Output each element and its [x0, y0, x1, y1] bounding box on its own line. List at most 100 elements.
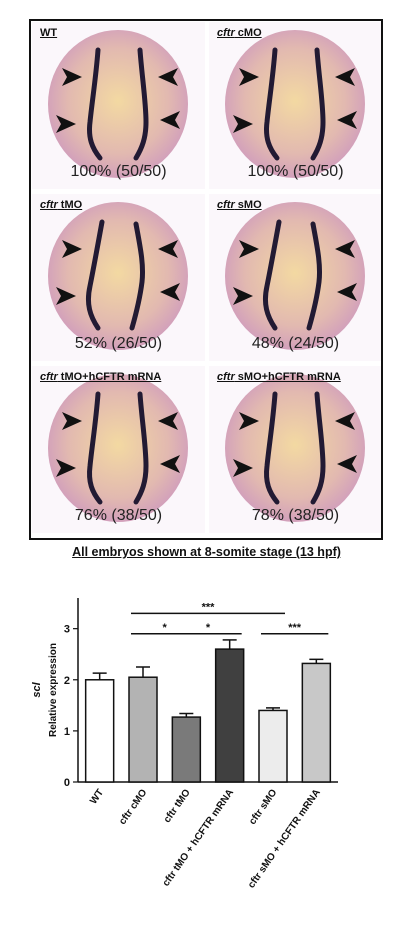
embryo-body: [225, 202, 365, 350]
significance-label: ***: [202, 601, 216, 613]
embryo-image: [225, 374, 365, 522]
arrowhead-icon: [239, 240, 259, 258]
y-tick-label: 2: [64, 675, 70, 687]
arrowhead-icon: [335, 412, 355, 430]
arrowhead-icon: [233, 459, 253, 477]
arrowhead-icon: [56, 459, 76, 477]
y-tick-label: 3: [64, 624, 70, 636]
penetrance-stat: 52% (26/50): [74, 335, 163, 352]
lateral-stripe-left: [264, 391, 280, 505]
x-tick-label: WT: [88, 787, 106, 806]
gene-name: cftr: [40, 371, 58, 383]
lateral-stripe-left: [262, 219, 282, 331]
arrowhead-icon: [337, 111, 357, 129]
arrowhead-icon: [158, 68, 178, 86]
embryo-image: [48, 202, 188, 350]
embryo-image: [48, 374, 188, 522]
lateral-stripe-right: [133, 391, 149, 505]
embryo-image-panel: WT 100% (50/50) cftr cMO 100% (50/50) cftr t…: [29, 19, 383, 540]
gene-name: cftr: [217, 371, 235, 383]
embryo-panel: cftr tMO 52% (26/50): [32, 194, 205, 361]
arrowhead-icon: [337, 283, 357, 301]
penetrance-stat: 78% (38/50): [251, 507, 340, 524]
x-tick-label: cftr sMO + hCFTR mRNA: [246, 787, 323, 890]
penetrance-stat: 76% (38/50): [74, 507, 163, 524]
lateral-stripe-left: [87, 47, 103, 161]
gene-name: cftr: [217, 27, 235, 39]
penetrance-stat: 100% (50/50): [247, 163, 344, 180]
panel-label: WT: [40, 27, 57, 39]
panel-label: cftr tMO: [40, 199, 82, 211]
arrowhead-icon: [62, 68, 82, 86]
x-tick-label: cftr sMO: [247, 787, 279, 827]
arrowhead-icon: [160, 455, 180, 473]
arrowhead-icon: [335, 68, 355, 86]
panel-label: cftr cMO: [217, 27, 262, 39]
lateral-stripe-right: [129, 221, 145, 331]
arrowhead-icon: [160, 111, 180, 129]
x-tick-label: cftr cMO: [117, 787, 149, 827]
penetrance-stat: 100% (50/50): [70, 163, 167, 180]
bar: [171, 716, 202, 783]
y-tick-label: 0: [64, 777, 70, 789]
embryo-panel: cftr sMO+hCFTR mRNA 78% (38/50): [209, 366, 381, 533]
embryo-panel: cftr sMO 48% (24/50): [209, 194, 381, 361]
lateral-stripe-right: [306, 221, 322, 331]
arrowhead-icon: [56, 287, 76, 305]
embryo-panel: cftr tMO+hCFTR mRNA 76% (38/50): [32, 366, 205, 533]
embryo-body: [225, 30, 365, 178]
condition-name: sMO+hCFTR mRNA: [234, 371, 341, 383]
bar: [128, 676, 158, 783]
arrowhead-icon: [239, 412, 259, 430]
arrowhead-icon: [233, 115, 253, 133]
gene-name: cftr: [40, 199, 58, 211]
panel-label: cftr sMO: [217, 199, 262, 211]
arrowhead-icon: [56, 115, 76, 133]
condition-name: sMO: [234, 199, 262, 211]
y-axis-gene-label: scl: [31, 681, 43, 697]
x-tick-label: cftr tMO: [162, 787, 193, 825]
bar: [258, 709, 288, 783]
arrowhead-icon: [335, 240, 355, 258]
embryo-image: [225, 30, 365, 178]
arrowhead-icon: [62, 240, 82, 258]
embryo-image: [225, 202, 365, 350]
lateral-stripe-left: [85, 219, 105, 331]
embryo-panel: cftr cMO 100% (50/50): [209, 22, 381, 189]
y-axis-label: Relative expression: [48, 643, 59, 737]
bar: [301, 662, 332, 783]
y-tick-label: 1: [64, 726, 70, 738]
figure-caption: All embryos shown at 8-somite stage (13 …: [72, 545, 341, 559]
arrowhead-icon: [337, 455, 357, 473]
gene-name: cftr: [217, 199, 235, 211]
embryo-body: [48, 202, 188, 350]
lateral-stripe-right: [310, 47, 326, 161]
panel-label: cftr tMO+hCFTR mRNA: [40, 371, 161, 383]
arrowhead-icon: [158, 240, 178, 258]
lateral-stripe-left: [264, 47, 280, 161]
bar: [84, 679, 115, 783]
penetrance-stat: 48% (24/50): [251, 335, 340, 352]
arrowhead-icon: [239, 68, 259, 86]
embryo-body: [48, 30, 188, 178]
lateral-stripe-right: [310, 391, 326, 505]
condition-name: tMO: [57, 199, 83, 211]
embryo-panel: WT 100% (50/50): [32, 22, 205, 189]
lateral-stripe-left: [87, 391, 103, 505]
significance-label: *: [206, 622, 211, 634]
arrowhead-icon: [158, 412, 178, 430]
arrowhead-icon: [233, 287, 253, 305]
expression-bar-chart: 0 1 2 3 Relative expression scl WT cftr cMO cftr…: [31, 598, 338, 890]
condition-name: cMO: [234, 27, 262, 39]
condition-name: tMO+hCFTR mRNA: [57, 371, 162, 383]
arrowhead-icon: [62, 412, 82, 430]
panel-label: cftr sMO+hCFTR mRNA: [217, 371, 341, 383]
significance-label: ***: [288, 622, 302, 634]
condition-name: WT: [40, 27, 58, 39]
embryo-body: [48, 374, 188, 522]
embryo-image: [48, 30, 188, 178]
embryo-body: [225, 374, 365, 522]
significance-label: *: [163, 622, 168, 634]
arrowhead-icon: [160, 283, 180, 301]
lateral-stripe-right: [133, 47, 149, 161]
